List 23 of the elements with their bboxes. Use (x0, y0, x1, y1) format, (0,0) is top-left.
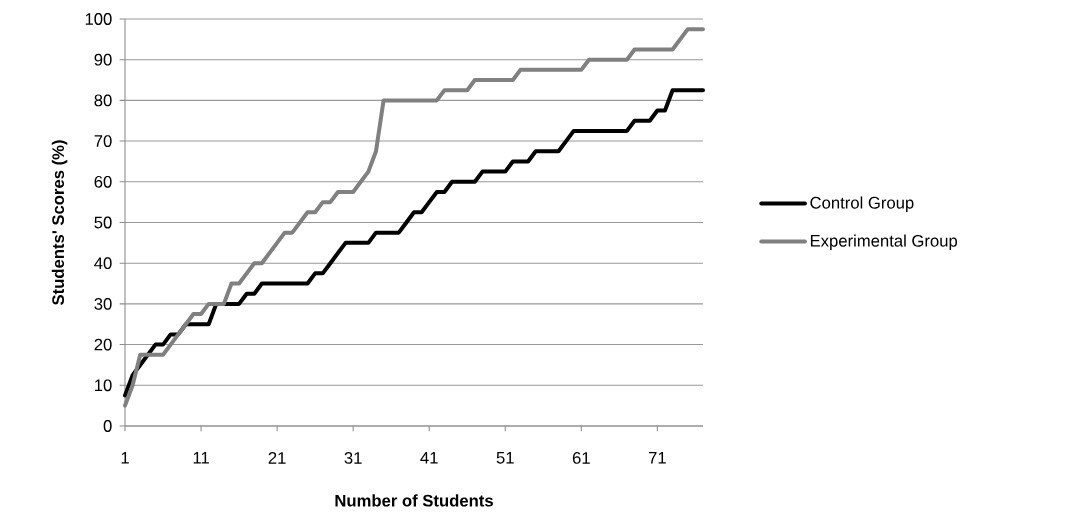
y-tick-label: 0 (103, 420, 112, 432)
x-tick-label: 41 (420, 452, 438, 464)
legend-label: Experimental Group (810, 234, 958, 251)
x-tick-label: 31 (344, 452, 362, 464)
y-tick-label: 70 (94, 135, 112, 147)
y-tick-label: 90 (94, 53, 112, 66)
x-tick-label: 11 (193, 452, 209, 464)
y-tick-label: 40 (94, 257, 112, 270)
x-axis-title: Number of Students (335, 494, 493, 507)
x-tick-label: 51 (496, 452, 514, 464)
y-tick-label: 10 (95, 379, 112, 392)
y-tick-label: 50 (94, 216, 112, 229)
x-tick-label: 21 (268, 452, 286, 464)
legend-label: Control Group (810, 196, 914, 212)
x-tick-label: 61 (572, 452, 590, 464)
y-tick-label: 80 (94, 94, 112, 107)
y-tick-label: 30 (94, 298, 112, 310)
y-tick-label: 100 (85, 13, 112, 25)
y-tick-label: 20 (94, 338, 112, 351)
x-tick-label: 1 (121, 452, 129, 464)
x-tick-label: 71 (648, 452, 666, 464)
y-tick-label: 60 (94, 175, 112, 188)
y-axis-title: Students' Scores (%) (51, 140, 68, 306)
